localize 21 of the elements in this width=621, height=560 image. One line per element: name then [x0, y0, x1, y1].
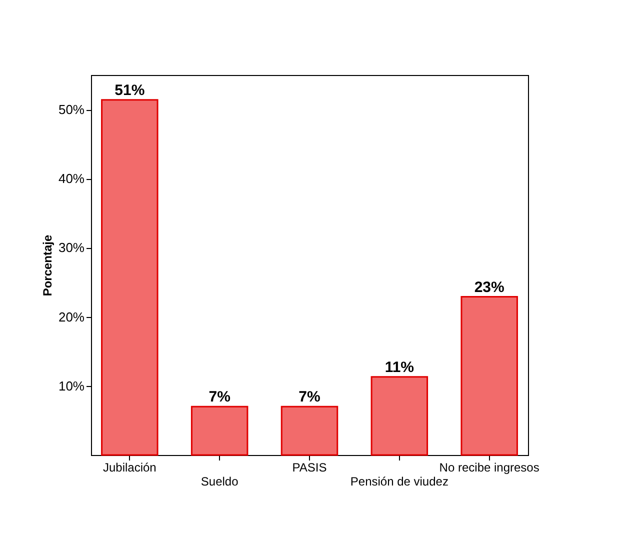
data-label: 51%	[114, 82, 145, 99]
bar	[190, 406, 248, 456]
y-tick-label: 20%	[58, 309, 85, 324]
y-tick-label: 30%	[58, 240, 85, 256]
data-label: 11%	[384, 358, 414, 376]
bar	[101, 99, 158, 456]
y-tick-label: 40%	[58, 171, 85, 186]
bar	[370, 376, 428, 456]
data-label: 7%	[298, 388, 320, 406]
data-label: 23%	[474, 278, 504, 296]
x-tick-label: No recibe ingresos	[439, 460, 540, 474]
data-label: 7%	[208, 388, 230, 406]
bar	[460, 296, 518, 456]
bar	[280, 406, 338, 456]
x-tick-label: PASIS	[292, 460, 327, 474]
y-tick-label: 50%	[58, 102, 85, 118]
x-tick-label: Jubilación	[102, 460, 156, 474]
y-tick-label: 10%	[58, 378, 85, 394]
x-tick-label: Pensión de viudez	[350, 474, 448, 488]
x-tick-label: Sueldo	[200, 474, 239, 488]
y-axis-title: Porcentaje	[40, 234, 54, 296]
